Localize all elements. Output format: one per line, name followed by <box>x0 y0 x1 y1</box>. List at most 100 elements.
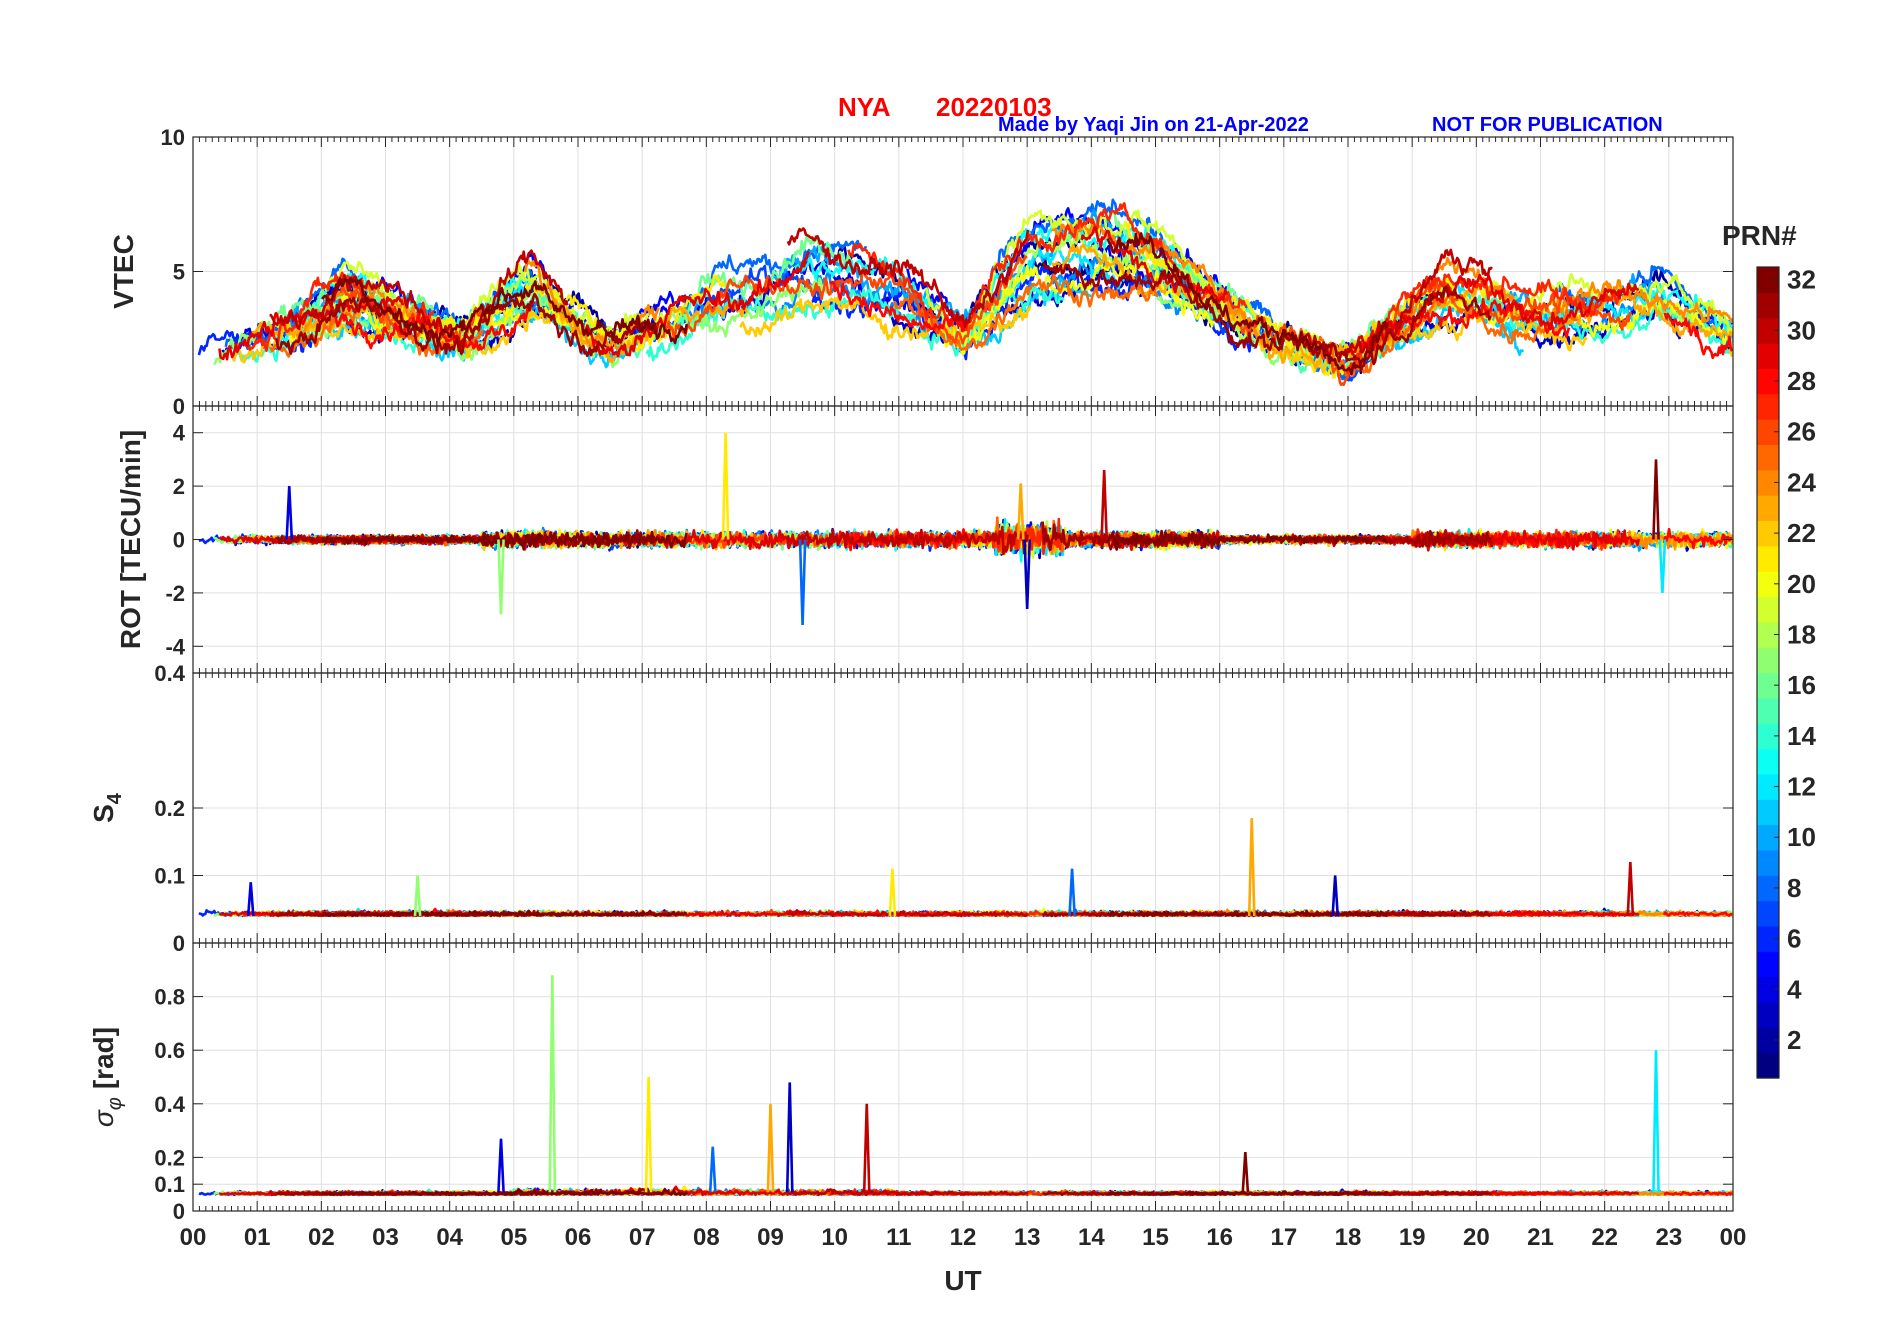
y-axis-label-s4: S4 <box>88 792 126 823</box>
colorbar-tick-label: 24 <box>1787 467 1816 497</box>
series-line-prn30 <box>786 227 1030 329</box>
peak-mark <box>721 432 730 540</box>
y-tick-label: 10 <box>161 125 185 150</box>
colorbar-band <box>1757 545 1779 572</box>
series-line-prn32 <box>321 530 688 551</box>
series-line-prn28 <box>1662 910 1733 917</box>
colorbar-band <box>1757 672 1779 699</box>
peak-mark <box>1626 861 1635 917</box>
peak-mark <box>1023 539 1032 609</box>
colorbar-band <box>1757 1001 1779 1028</box>
series-line-prn32 <box>322 909 688 918</box>
series-line-prn22 <box>1728 348 1733 358</box>
peak-mark <box>798 539 807 625</box>
series-line-prn30 <box>269 249 569 349</box>
x-tick-label: 10 <box>821 1224 848 1251</box>
colorbar-band <box>1757 495 1779 522</box>
series-line-prn30 <box>787 1188 1029 1197</box>
colorbar-tick-label: 14 <box>1787 721 1816 751</box>
colorbar-band <box>1757 1052 1779 1079</box>
y-tick-label: 0 <box>173 1199 185 1224</box>
series-line-prn27 <box>847 202 1248 332</box>
notice-text: NOT FOR PUBLICATION <box>1432 114 1663 136</box>
series-group <box>197 198 1733 387</box>
colorbar-band <box>1757 571 1779 598</box>
y-tick-label: 0 <box>173 394 185 419</box>
y-tick-label: 0.1 <box>154 1172 185 1197</box>
colorbar-band <box>1757 799 1779 826</box>
colorbar-band <box>1757 520 1779 547</box>
peak-mark <box>1652 459 1660 540</box>
x-tick-label: 22 <box>1591 1224 1618 1251</box>
x-tick-label: 08 <box>693 1224 720 1251</box>
series-line-prn32 <box>1106 232 1389 376</box>
panel-s4: 0 0.1 0.2 0.4 <box>154 661 1734 956</box>
series-line-prn30 <box>786 525 1030 556</box>
series-group <box>198 975 1733 1197</box>
series-line-prn32 <box>1107 1190 1389 1197</box>
peak-mark <box>708 1146 717 1193</box>
colorbar-tick-label: 16 <box>1787 670 1816 700</box>
x-tick-label: 15 <box>1142 1224 1169 1251</box>
series-group <box>198 818 1733 918</box>
y-tick-label: 0 <box>173 528 185 553</box>
colorbar-tick-label: 22 <box>1787 518 1816 548</box>
colorbar-band <box>1757 317 1779 344</box>
y-tick-label: 0 <box>173 931 185 956</box>
series-line-prn23 <box>1552 290 1733 340</box>
peak-mark <box>497 539 505 615</box>
peak-mark <box>285 486 294 540</box>
peak-mark <box>497 1138 505 1193</box>
peak-mark <box>1241 1151 1250 1193</box>
x-tick-label: 07 <box>629 1224 656 1251</box>
series-line-prn28 <box>1663 312 1733 360</box>
colorbar-tick-label: 32 <box>1787 265 1816 295</box>
colorbar-band <box>1757 875 1779 902</box>
colorbar-tick-label: 2 <box>1787 1025 1801 1055</box>
y-tick-label: 0.4 <box>154 661 185 686</box>
peak-mark <box>1016 483 1025 540</box>
y-axis-label-rot: ROT [TECU/min] <box>115 430 146 649</box>
title-station: NYA <box>838 92 891 122</box>
colorbar-band <box>1757 849 1779 876</box>
series-group <box>198 432 1733 625</box>
colorbar-tick-label: 20 <box>1787 569 1816 599</box>
colorbar-title: PRN# <box>1722 220 1797 251</box>
peak-mark <box>888 868 897 917</box>
series-line-prn25 <box>1294 292 1578 378</box>
x-tick-label: 23 <box>1655 1224 1682 1251</box>
x-tick-label: 21 <box>1527 1224 1554 1251</box>
credit-text: Made by Yaqi Jin on 21-Apr-2022 <box>998 114 1309 136</box>
y-tick-label: 0.1 <box>154 864 185 889</box>
x-tick-label: 16 <box>1206 1224 1233 1251</box>
series-line-prn13 <box>1634 282 1733 343</box>
colorbar-tick-label: 6 <box>1787 924 1801 954</box>
peak-mark <box>1658 539 1667 593</box>
x-tick-label: 06 <box>565 1224 592 1251</box>
colorbar-band <box>1757 393 1779 420</box>
x-tick-label: 05 <box>500 1224 527 1251</box>
y-tick-label: -2 <box>165 581 185 606</box>
series-line-prn28 <box>829 280 970 333</box>
x-tick-label: 19 <box>1399 1224 1426 1251</box>
series-line-prn28 <box>1662 527 1733 550</box>
colorbar-band <box>1757 444 1779 471</box>
colorbar-band <box>1757 343 1779 369</box>
series-line-prn32 <box>1106 529 1389 551</box>
series-line-prn22 <box>739 297 1032 342</box>
y-tick-label: 0.8 <box>154 985 185 1010</box>
series-line-prn29 <box>580 251 811 358</box>
colorbar-band <box>1757 773 1779 800</box>
colorbar-band <box>1757 900 1779 927</box>
series-line-prn27 <box>1346 273 1621 375</box>
peak-mark <box>766 1103 775 1193</box>
colorbar-frame <box>1756 266 1780 1079</box>
colorbar-band <box>1757 621 1779 648</box>
peak-mark <box>1331 875 1340 917</box>
series-line-prn32 <box>321 1187 688 1197</box>
y-tick-label: -4 <box>165 634 185 659</box>
colorbar-tick-label: 10 <box>1787 822 1816 852</box>
peak-mark <box>1068 868 1076 917</box>
